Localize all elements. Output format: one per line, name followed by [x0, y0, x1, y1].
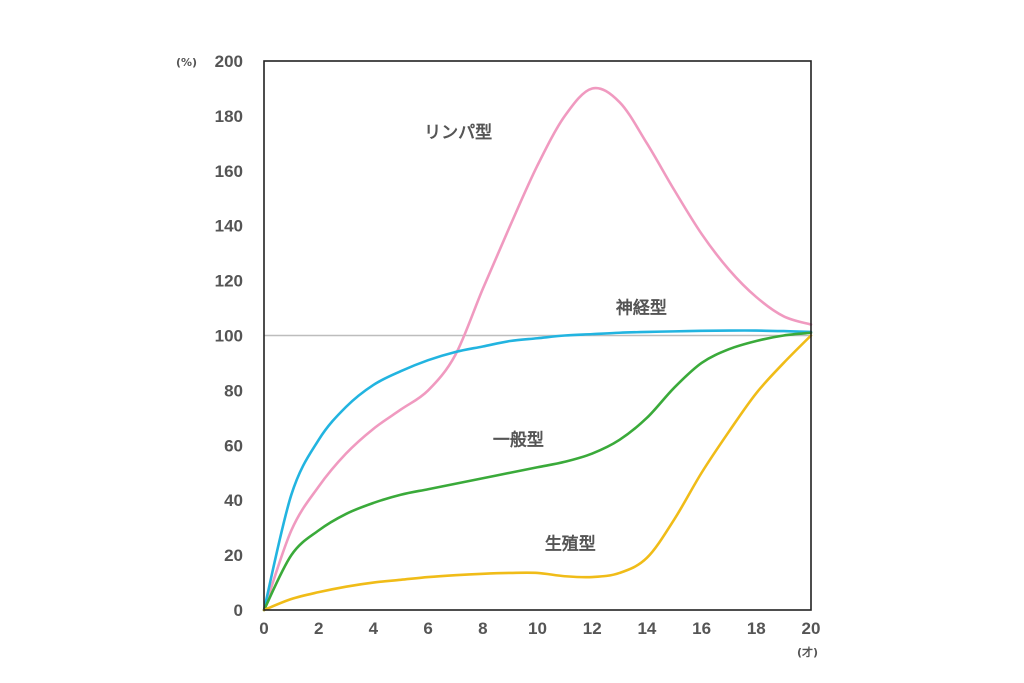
y-tick-label: 80: [224, 381, 243, 400]
y-tick-label: 120: [215, 272, 243, 291]
series-line-3: [262, 334, 813, 612]
axis-labels-layer: 0 20 40 60 80 100 120 140 160 180 200 0 2 4 6 8 10 12 14 16…: [215, 52, 821, 638]
y-tick-label: 0: [234, 601, 243, 620]
series-label-3: 生殖型: [545, 534, 596, 555]
series-layer: [262, 86, 813, 612]
series-label-2: 一般型: [493, 429, 544, 450]
y-tick-label: 40: [224, 491, 243, 510]
plot-frame: [263, 60, 812, 611]
y-tick-label: 200: [215, 52, 243, 71]
x-tick-label: 0: [259, 619, 268, 638]
x-tick-label: 4: [369, 619, 379, 638]
y-tick-label: 180: [215, 107, 243, 126]
x-tick-label: 16: [692, 619, 711, 638]
y-tick-label: 140: [215, 217, 243, 236]
series-label-1: 神経型: [616, 298, 667, 319]
x-tick-label: 20: [802, 619, 821, 638]
x-axis-unit-label: (才): [797, 645, 818, 659]
x-tick-label: 14: [637, 619, 656, 638]
series-line-2: [262, 331, 813, 612]
x-tick-label: 18: [747, 619, 766, 638]
y-tick-label: 20: [224, 546, 243, 565]
series-label-0: リンパ型: [424, 122, 492, 143]
series-line-1: [262, 329, 813, 612]
y-tick-label: 160: [215, 162, 243, 181]
y-tick-label: 60: [224, 436, 243, 455]
y-tick-label: 100: [215, 327, 243, 346]
x-tick-label: 8: [478, 619, 487, 638]
x-tick-label: 10: [528, 619, 547, 638]
y-axis-unit-label: (%): [176, 56, 197, 69]
x-tick-label: 12: [583, 619, 602, 638]
series-line-0: [262, 86, 813, 612]
x-tick-label: 6: [423, 619, 432, 638]
x-tick-label: 2: [314, 619, 323, 638]
